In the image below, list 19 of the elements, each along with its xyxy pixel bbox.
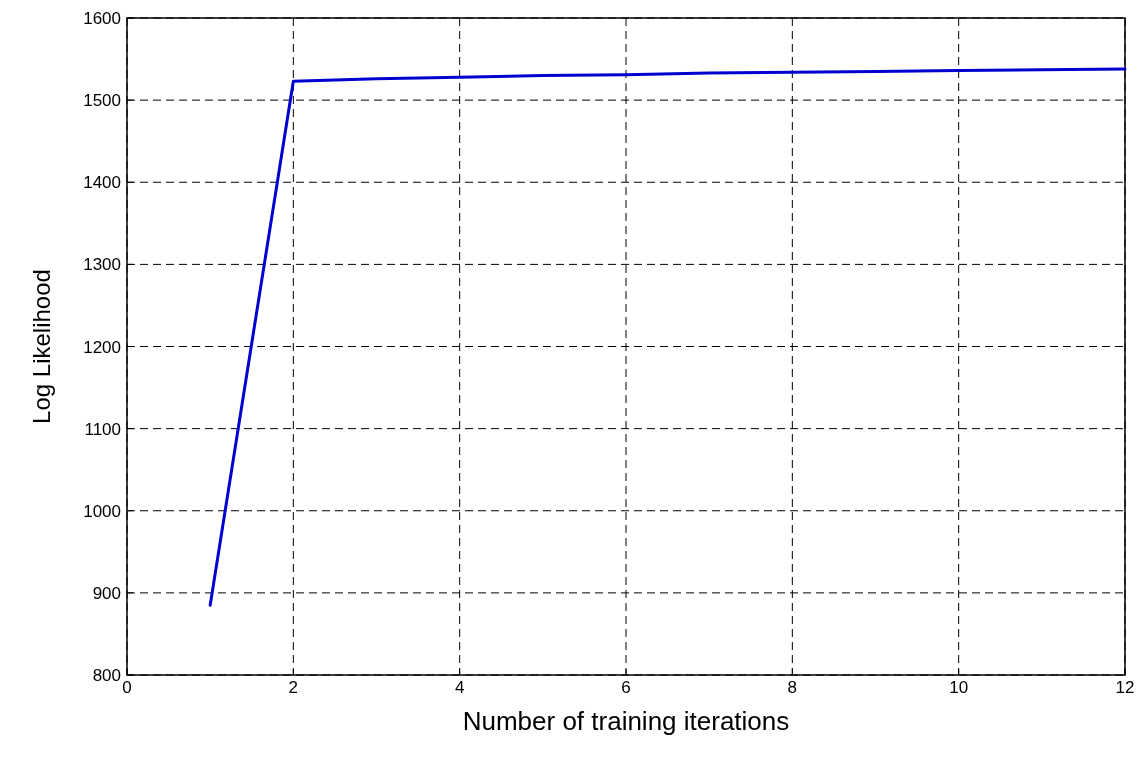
y-tick-label: 1200 <box>83 337 121 357</box>
x-tick-label: 10 <box>949 678 969 697</box>
x-tick-label: 8 <box>787 678 798 697</box>
y-tick-label: 1400 <box>83 173 121 193</box>
y-tick-label: 1600 <box>83 9 121 28</box>
y-tick-label: 1500 <box>83 91 121 111</box>
x-tick-label: 6 <box>621 678 631 697</box>
y-tick-label: 900 <box>92 583 121 603</box>
y-axis-title: Log Likelihood <box>28 269 55 424</box>
line-series <box>208 67 1127 607</box>
y-tick-label: 1100 <box>84 419 121 439</box>
y-tick-label: 800 <box>92 666 121 685</box>
x-tick-label: 0 <box>122 678 132 697</box>
y-tick-label: 1000 <box>83 501 121 521</box>
x-tick-label: 2 <box>288 678 299 697</box>
y-tick-label: 1300 <box>83 255 121 275</box>
x-tick-label: 12 <box>1115 678 1135 697</box>
x-axis-title: Number of training iterations <box>462 706 790 736</box>
x-tick-label: 4 <box>454 678 465 697</box>
